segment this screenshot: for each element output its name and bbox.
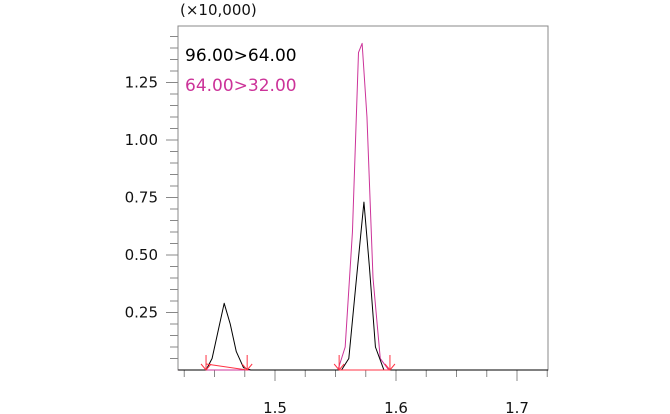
y-tick-label: 0.50 — [125, 246, 158, 264]
y-tick-label: 1.25 — [125, 74, 158, 92]
y-tick-label: 0.25 — [125, 304, 158, 322]
x-tick-label: 1.5 — [263, 399, 287, 414]
legend-series-1: 96.00>64.00 — [185, 46, 297, 66]
legend-series-2: 64.00>32.00 — [185, 76, 297, 96]
integration-marker-arrowhead — [200, 363, 212, 371]
y-multiplier-label: (×10,000) — [180, 1, 257, 19]
x-tick-label: 1.7 — [505, 399, 529, 414]
y-tick-label: 1.00 — [125, 131, 158, 149]
series-line-2 — [178, 42, 548, 371]
x-tick-label: 1.6 — [384, 399, 408, 414]
series-line-1 — [178, 201, 548, 371]
integration-baseline — [205, 363, 248, 371]
y-tick-label: 0.75 — [125, 189, 158, 207]
